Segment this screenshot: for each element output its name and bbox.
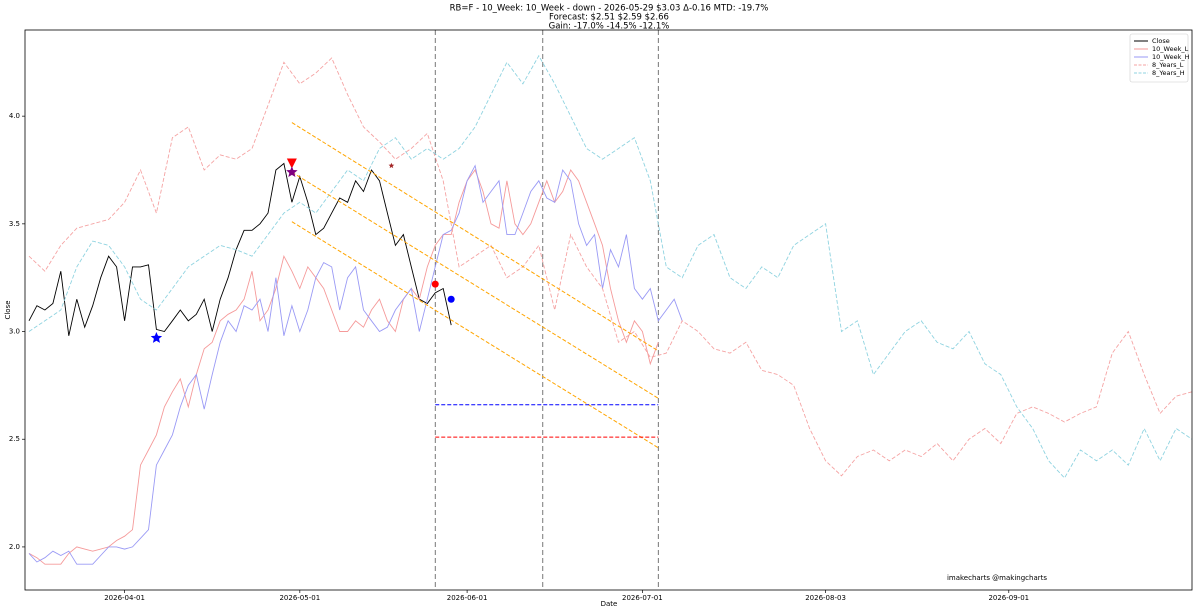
x-tick-label: 2026-09-01 (988, 594, 1029, 602)
legend-label: 8_Years_L (1152, 61, 1184, 69)
marker (431, 280, 439, 288)
y-tick-label: 3.0 (9, 328, 20, 336)
marker (388, 162, 395, 169)
y-tick-label: 2.0 (9, 543, 20, 551)
x-axis-label: Date (601, 600, 618, 608)
chart-subtitle: Forecast: $2.51 $2.59 $2.66 (549, 13, 669, 23)
marker (447, 295, 455, 303)
series-line (28, 54, 1193, 479)
series-line (28, 57, 1193, 477)
plot-frame (24, 29, 1193, 591)
marker (150, 332, 163, 343)
chart-title: RB=F - 10_Week: 10_Week - down - 2026-05… (450, 4, 769, 14)
x-tick-label: 2026-08-03 (805, 594, 846, 602)
legend-label: Close (1152, 37, 1170, 45)
y-axis-label: Close (4, 300, 12, 319)
chart-subtitle: Gain: -17.0% -14.5% -12.1% (549, 22, 670, 32)
marker (286, 158, 297, 169)
x-tick-label: 2026-04-01 (104, 594, 145, 602)
legend-label: 8_Years_H (1152, 69, 1185, 77)
x-tick-label: 2026-05-01 (279, 594, 320, 602)
legend-box (1129, 33, 1189, 83)
x-tick-label: 2026-07-01 (622, 594, 663, 602)
y-tick-label: 4.0 (9, 112, 20, 120)
watermark: imakecharts @makingcharts (947, 574, 1047, 582)
series-line (28, 162, 452, 336)
marker (286, 166, 298, 177)
series-line (28, 169, 659, 565)
series-line (28, 164, 683, 565)
x-tick-label: 2026-06-01 (447, 594, 488, 602)
legend-label: 10_Week_H (1152, 53, 1190, 61)
y-tick-label: 2.5 (9, 435, 20, 443)
y-tick-label: 3.5 (9, 220, 20, 228)
legend-label: 10_Week_L (1152, 45, 1189, 53)
